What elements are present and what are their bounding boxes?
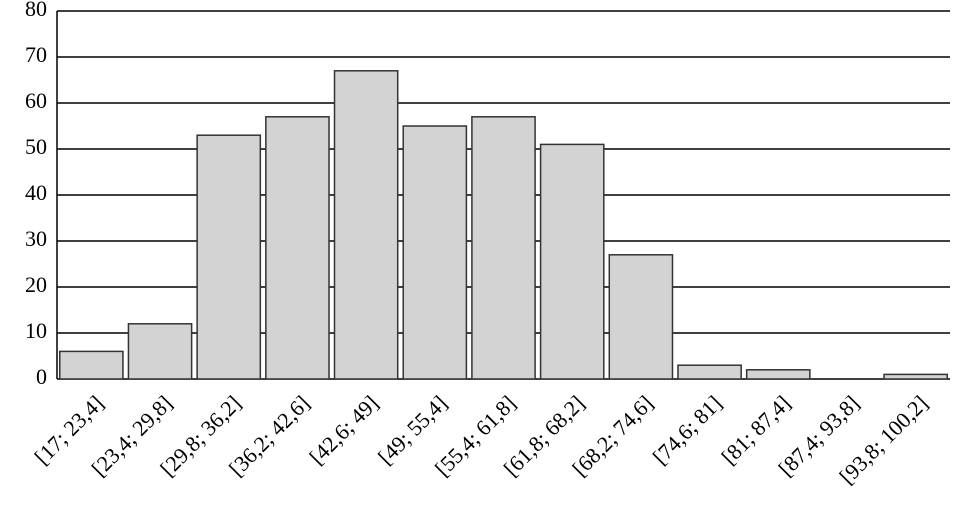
x-tick-label: [74,6; 81] (648, 390, 727, 469)
y-tick-label: 40 (25, 180, 47, 205)
x-tick-label: [42,6; 49] (304, 390, 383, 469)
bar (402, 125, 468, 380)
y-tick-label: 50 (25, 134, 47, 159)
bar (333, 70, 399, 380)
bar (196, 134, 262, 380)
bar (471, 116, 536, 380)
y-tick-label: 20 (25, 272, 47, 297)
y-tick-label: 10 (25, 318, 47, 343)
bar (677, 364, 742, 380)
y-tick-label: 0 (36, 364, 47, 389)
bar (58, 350, 124, 380)
bar (608, 254, 674, 380)
bar (265, 116, 330, 380)
bar (127, 323, 193, 380)
y-tick-label: 30 (25, 226, 47, 251)
bar (745, 369, 811, 380)
y-tick-label: 70 (25, 42, 47, 67)
y-tick-label: 60 (25, 88, 47, 113)
y-tick-label: 80 (25, 0, 47, 21)
bar (883, 373, 949, 380)
bar (539, 143, 605, 380)
